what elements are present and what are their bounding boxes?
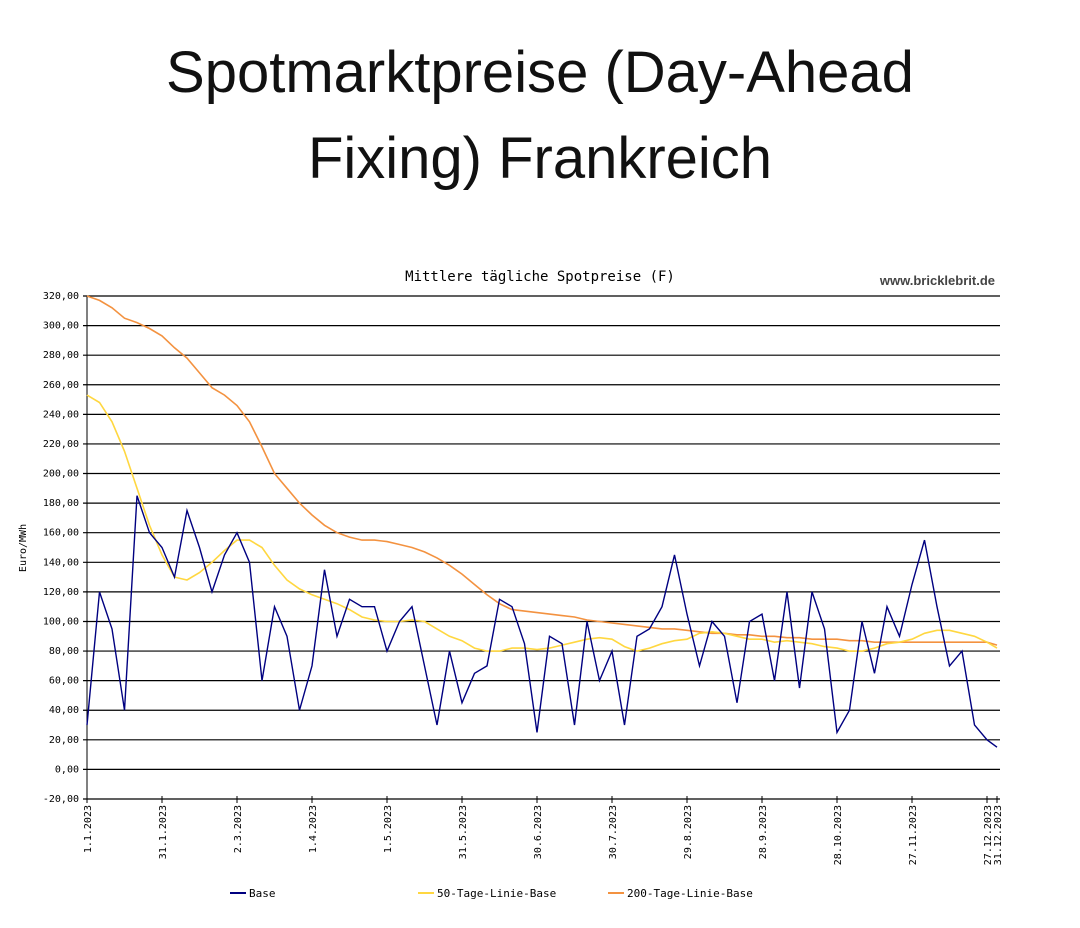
x-tick-label: 31.1.2023 (158, 805, 169, 859)
page-heading: Spotmarktpreise (Day-Ahead Fixing) Frank… (0, 30, 1080, 202)
x-tick-label: 31.5.2023 (458, 805, 469, 859)
y-tick-label: 120,00 (43, 587, 79, 598)
series-line (86, 394, 998, 652)
page-title: Spotmarktpreise (Day-Ahead Fixing) Frank… (166, 40, 914, 191)
y-tick-label: 20,00 (49, 735, 79, 746)
y-tick-label: 0,00 (55, 764, 79, 775)
x-tick-label: 30.7.2023 (608, 805, 619, 859)
legend-label: 200-Tage-Linie-Base (627, 887, 753, 900)
y-tick-label: 160,00 (43, 528, 79, 539)
legend-label: 50-Tage-Linie-Base (437, 887, 556, 900)
y-tick-label: 180,00 (43, 498, 79, 509)
x-tick-label: 31.12.2023 (993, 805, 1004, 865)
series-line (86, 295, 998, 646)
y-tick-label: 240,00 (43, 409, 79, 420)
y-tick-label: 60,00 (49, 676, 79, 687)
chart-title: Mittlere tägliche Spotpreise (F) (405, 269, 675, 285)
x-tick-label: 28.10.2023 (833, 805, 844, 865)
y-tick-label: 40,00 (49, 705, 79, 716)
y-tick-label: -20,00 (43, 794, 79, 805)
series-line (86, 495, 998, 748)
y-tick-label: 80,00 (49, 646, 79, 657)
x-tick-label: 27.12.2023 (983, 805, 994, 865)
y-tick-label: 200,00 (43, 469, 79, 480)
x-tick-label: 1.5.2023 (383, 805, 394, 853)
y-tick-label: 220,00 (43, 439, 79, 450)
x-tick-label: 1.4.2023 (308, 805, 319, 853)
y-tick-label: 280,00 (43, 350, 79, 361)
legend-label: Base (249, 887, 276, 900)
y-tick-label: 260,00 (43, 380, 79, 391)
y-tick-label: 300,00 (43, 321, 79, 332)
x-tick-label: 2.3.2023 (233, 805, 244, 853)
y-tick-label: 140,00 (43, 557, 79, 568)
y-axis-label: Euro/MWh (18, 524, 29, 572)
y-tick-label: 100,00 (43, 616, 79, 627)
y-tick-label: 320,00 (43, 291, 79, 302)
x-tick-label: 30.6.2023 (533, 805, 544, 859)
x-tick-label: 29.8.2023 (683, 805, 694, 859)
x-tick-label: 28.9.2023 (758, 805, 769, 859)
x-tick-label: 27.11.2023 (908, 805, 919, 865)
watermark: www.bricklebrit.de (879, 273, 995, 288)
x-tick-label: 1.1.2023 (83, 805, 94, 853)
